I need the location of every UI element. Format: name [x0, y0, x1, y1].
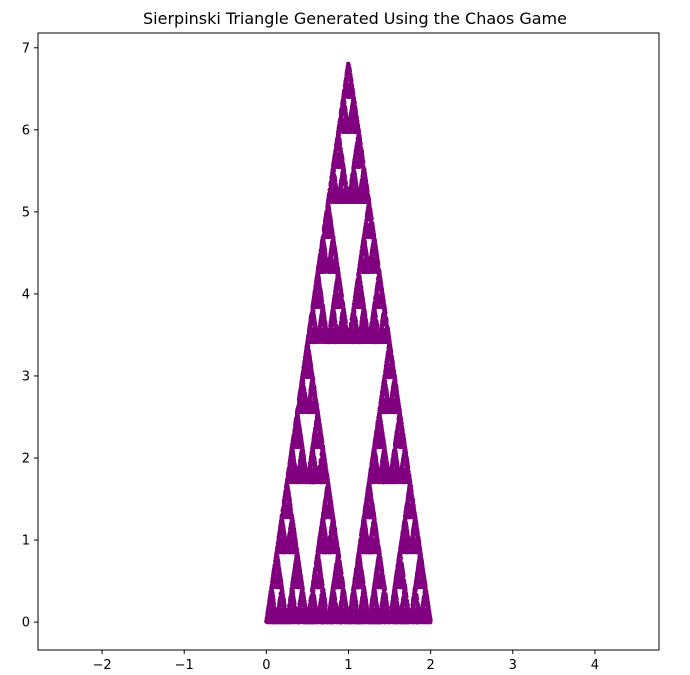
chart-marks: [264, 61, 433, 625]
chart-title: Sierpinski Triangle Generated Using the …: [143, 9, 567, 28]
